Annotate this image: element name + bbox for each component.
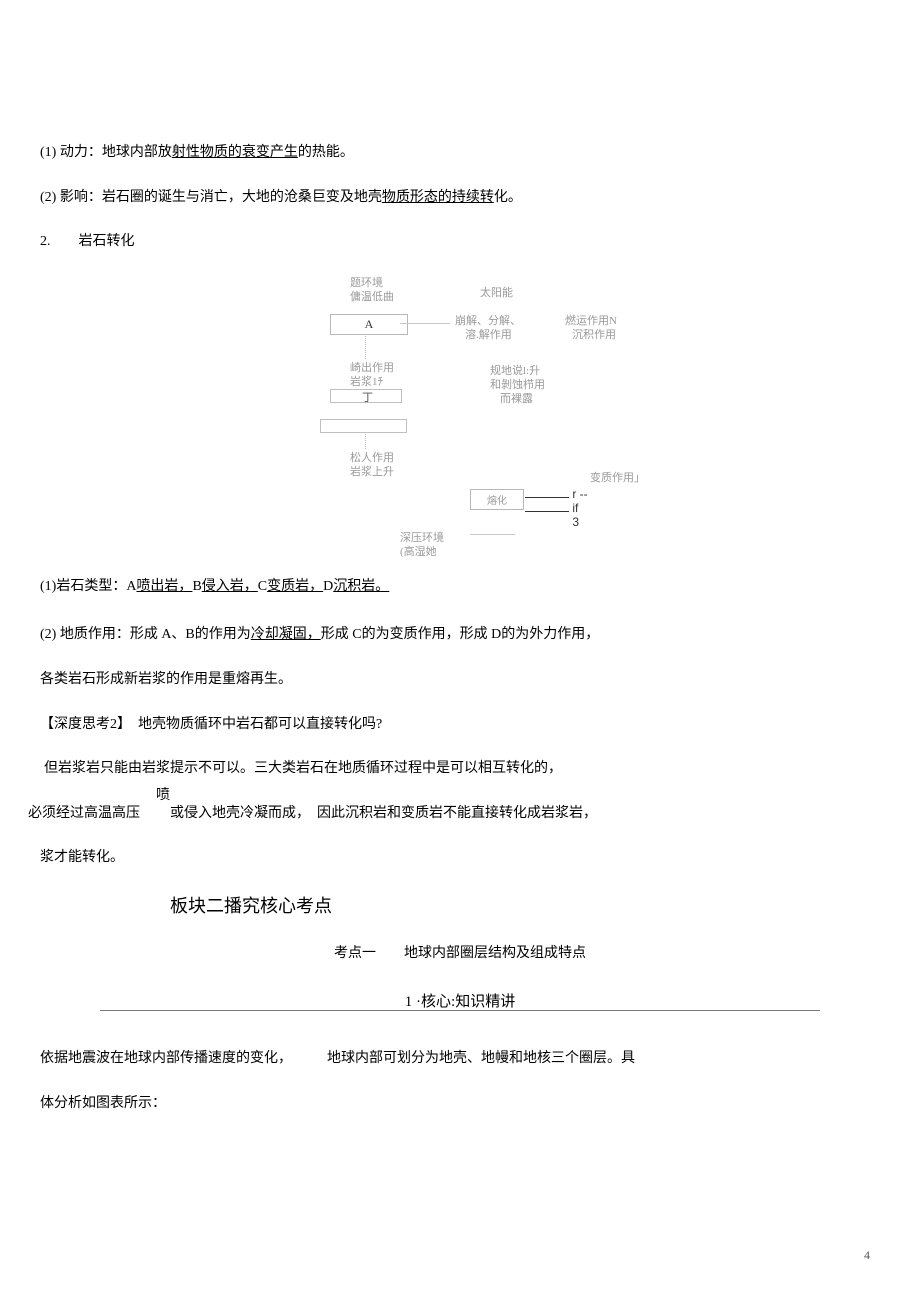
underline-text: 冷却凝固， <box>251 627 321 642</box>
paragraph-8: 浆才能转化。 <box>40 845 880 872</box>
text: (1)岩石类型：A <box>40 579 136 594</box>
diagram-box-melt: 熔化 <box>470 489 524 510</box>
diagram-label: 变质作用」 <box>590 469 645 485</box>
diagram-label: 沉积作用 <box>572 326 616 342</box>
horizontal-rule <box>100 1010 820 1011</box>
kaodian-title: 考点一 地球内部圈层结构及组成特点 <box>40 942 880 962</box>
diagram-small-box <box>320 419 407 433</box>
paragraph-1: (1) 动力：地球内部放射性物质的衰变产生的热能。 <box>40 140 880 167</box>
paragraph-4: (1)岩石类型：A喷出岩，B侵入岩，C变质岩，D沉积岩。 <box>40 574 880 601</box>
paragraph-7: 【深度思考2】 地壳物质循环中岩石都可以直接转化吗? <box>40 712 880 739</box>
diagram-label: 而裸露 <box>500 390 533 406</box>
underline-text: 物质形态的持续转 <box>382 190 494 205</box>
text: (2) 地质作用：形成 A、B的作用为 <box>40 627 251 642</box>
think-row-1: 但岩浆岩只能由岩浆喷 提示不可以。三大类岩石在地质循环过程中是可以相互转化的， <box>40 756 880 783</box>
text: 3 <box>572 515 579 529</box>
diagram-connector <box>365 334 366 359</box>
page-root: (1) 动力：地球内部放射性物质的衰变产生的热能。 (2) 影响：岩石圈的诞生与… <box>0 0 920 1303</box>
text: 依据地震波在地球内部传播速度的变化， 地球内部可划分为地壳、地幔和地核三个圈层。… <box>40 1051 635 1066</box>
text: 2. 岩石转化 <box>40 234 135 249</box>
text: 的热能。 <box>298 145 354 160</box>
text: B <box>192 579 201 594</box>
rock-cycle-diagram: 题环境 傭温低曲 太阳能 A 崩解、分解、 溶.解作用 燃运作用N 沉积作用 崎… <box>290 274 690 564</box>
text: (2) 影响：岩石圈的诞生与消亡，大地的沧桑巨变及地壳 <box>40 190 382 205</box>
underline-text: 侵入岩， <box>202 579 258 594</box>
text: 形成 C的为变质作用，形成 D的为外力作用， <box>321 627 599 642</box>
paragraph-2: (2) 影响：岩石圈的诞生与消亡，大地的沧桑巨变及地壳物质形态的持续转化。 <box>40 185 880 212</box>
text: 体分析如图表所示： <box>40 1096 166 1111</box>
section-title: 板块二播究核心考点 <box>170 892 880 918</box>
text: if <box>572 501 578 515</box>
core-heading: 1 ·核心:知识精讲 <box>100 992 820 1016</box>
underline-text: 变质岩， <box>267 579 323 594</box>
diagram-label: 丁 <box>362 389 373 405</box>
paragraph-3: 2. 岩石转化 <box>40 229 880 256</box>
text: 1 ·核心:知识精讲 <box>401 990 519 1011</box>
diagram-label: 溶.解作用 <box>465 326 512 342</box>
diagram-connector <box>470 534 515 535</box>
paragraph-9: 依据地震波在地球内部传播速度的变化， 地球内部可划分为地壳、地幔和地核三个圈层。… <box>40 1046 880 1073</box>
text-left: 必须经过高温高压 <box>20 801 140 828</box>
diagram-label: 岩浆上升 <box>350 463 394 479</box>
diagram-rif-block: r -- if 3 <box>525 487 588 529</box>
text: D <box>323 579 333 594</box>
diagram-label: 太阳能 <box>480 284 513 300</box>
think-row-2: 必须经过高温高压 或侵入地壳冷凝而成， 因此沉积岩和变质岩不能直接转化成岩浆岩， <box>40 801 880 828</box>
diagram-box-a: A <box>330 314 408 335</box>
text: 浆才能转化。 <box>40 850 124 865</box>
page-number: 4 <box>864 1248 870 1263</box>
text-right: 提示不可以。三大类岩石在地质循环过程中是可以相互转化的， <box>170 761 562 776</box>
text: (1) 动力：地球内部放 <box>40 145 172 160</box>
diagram-connector <box>365 434 366 449</box>
text <box>525 497 569 498</box>
diagram-label: 岩浆1ﾁ <box>350 373 383 389</box>
text: r -- <box>572 487 587 501</box>
text: 各类岩石形成新岩浆的作用是重熔再生。 <box>40 672 292 687</box>
underline-text: 喷出岩， <box>136 579 192 594</box>
paragraph-5: (2) 地质作用：形成 A、B的作用为冷却凝固，形成 C的为变质作用，形成 D的… <box>40 622 880 649</box>
diagram-label: 傭温低曲 <box>350 288 394 304</box>
diagram-label: (高湿她 <box>400 543 437 559</box>
paragraph-6: 各类岩石形成新岩浆的作用是重熔再生。 <box>40 667 880 694</box>
text: 【深度思考2】 地壳物质循环中岩石都可以直接转化吗? <box>40 717 382 732</box>
text <box>525 511 569 512</box>
underline-text: 射性物质的衰变产生 <box>172 145 298 160</box>
underline-text: 沉积岩。 <box>333 579 389 594</box>
text-right: 或侵入地壳冷凝而成， 因此沉积岩和变质岩不能直接转化成岩浆岩， <box>170 806 597 821</box>
text: C <box>258 579 267 594</box>
text: 化。 <box>494 190 522 205</box>
diagram-connector <box>400 323 450 324</box>
paragraph-10: 体分析如图表所示： <box>40 1091 880 1118</box>
